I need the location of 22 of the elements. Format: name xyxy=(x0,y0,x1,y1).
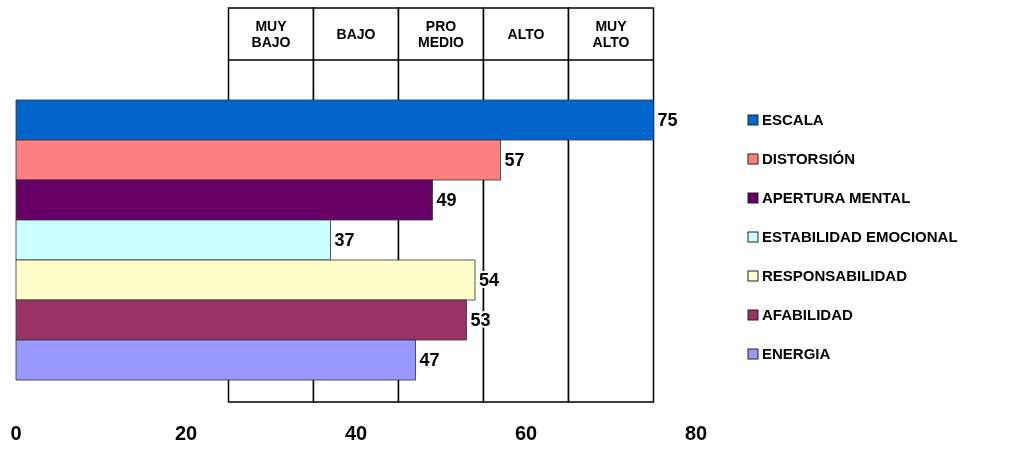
legend-label: ESCALA xyxy=(762,111,824,129)
band-label: BAJO xyxy=(336,25,376,42)
x-tick-label: 20 xyxy=(174,422,198,444)
data-label: 75 xyxy=(657,110,678,131)
x-tick-label: 80 xyxy=(684,422,708,444)
band-label: PRO MEDIO xyxy=(418,17,465,50)
data-label: 49 xyxy=(436,190,457,211)
legend-label: AFABILIDAD xyxy=(762,306,853,324)
legend-label: APERTURA MENTAL xyxy=(762,189,911,207)
legend-label: ESTABILIDAD EMOCIONAL xyxy=(762,228,958,246)
x-tick-label: 0 xyxy=(10,422,22,444)
band-label: MUY BAJO xyxy=(251,17,291,50)
data-label: 37 xyxy=(334,230,355,251)
data-label: 47 xyxy=(419,350,440,371)
legend-label: DISTORSIÓN xyxy=(762,150,856,168)
data-label: 57 xyxy=(504,150,525,171)
x-tick-label: 60 xyxy=(514,422,538,444)
legend-label: ENERGIA xyxy=(762,345,831,363)
band-label: ALTO xyxy=(507,25,545,42)
x-tick-label: 40 xyxy=(344,422,368,444)
legend-label: RESPONSABILIDAD xyxy=(762,267,908,285)
band-label: MUY ALTO xyxy=(592,17,630,50)
